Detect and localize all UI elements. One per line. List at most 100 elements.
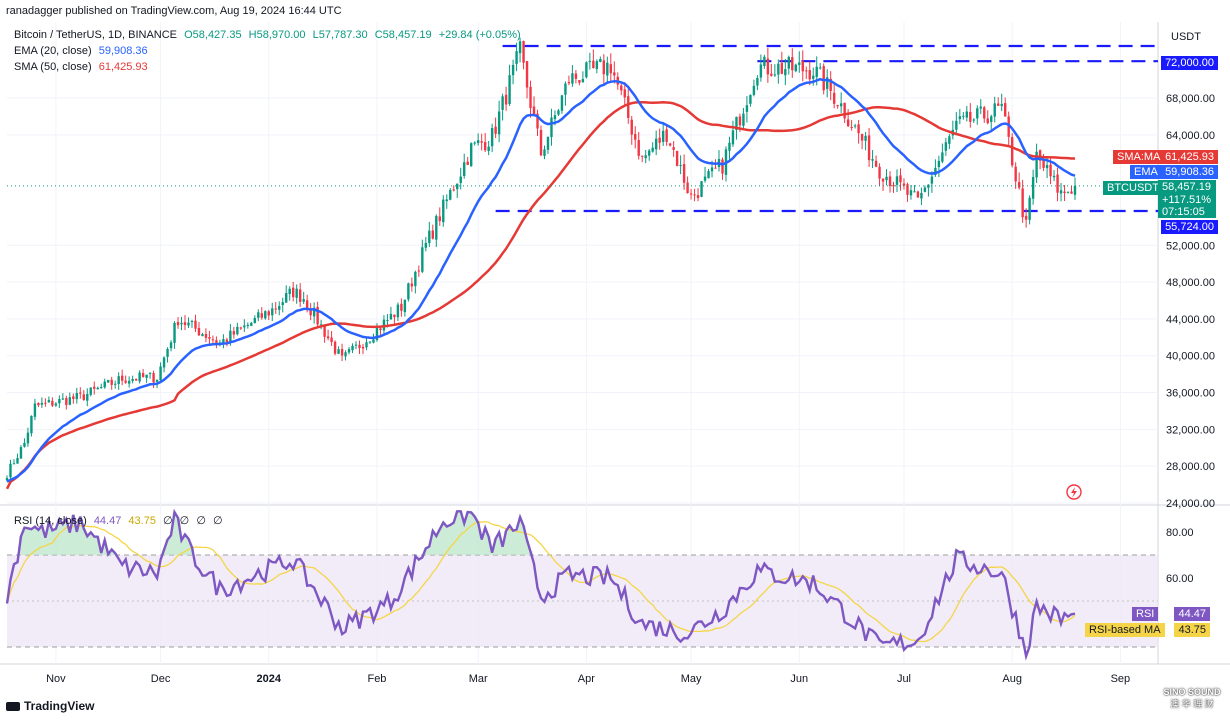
candle-body [487, 146, 490, 151]
candle-body [972, 119, 975, 121]
candle-body [463, 162, 466, 176]
candle-body [278, 306, 281, 310]
candle-body [829, 78, 832, 91]
candle-body [501, 96, 504, 110]
candle-body [65, 398, 68, 406]
candle-body [176, 322, 180, 326]
candle-body [173, 322, 176, 343]
candle-body [871, 159, 874, 161]
rsi-empty-marker: ∅ [179, 515, 190, 527]
candle-body [874, 160, 878, 167]
candle-body [54, 403, 58, 406]
lightning-icon [1066, 484, 1082, 500]
candle-body [253, 318, 257, 323]
legend-open: O58,427.35 [184, 29, 242, 41]
watermark-line-1: SINO SOUND [1163, 687, 1221, 697]
candle-body [745, 105, 749, 112]
candle-body [1042, 160, 1045, 168]
candle-body [1021, 188, 1024, 218]
candle-body [148, 372, 152, 374]
candle-body [291, 287, 295, 298]
candle-body [801, 61, 804, 72]
legend-sma-label: SMA (50, close) [14, 61, 92, 73]
rsi-empty-marker: ∅ [163, 515, 173, 527]
candle-body [107, 380, 110, 383]
candle-body [456, 183, 459, 190]
candle-body [756, 77, 759, 86]
candle-body [435, 215, 438, 240]
legend-ema-label: EMA (20, close) [14, 45, 92, 57]
candle-body [250, 322, 253, 326]
candle-body [37, 403, 40, 406]
candle-body [51, 400, 54, 406]
rsi-legend-value: 44.47 [93, 515, 122, 527]
candle-body [442, 199, 445, 223]
candle-body [127, 380, 131, 384]
candle-body [749, 94, 752, 104]
legend-close: C58,457.19 [374, 29, 432, 41]
candle-body [271, 308, 274, 316]
candle-body [257, 312, 260, 318]
candle-body [1003, 103, 1007, 117]
candle-body [585, 62, 588, 78]
candle-body [1049, 164, 1052, 177]
candle-body [187, 322, 190, 326]
time-axis-label: Sep [1111, 673, 1131, 685]
candle-body [113, 383, 117, 385]
candle-body [134, 379, 138, 381]
candle-body [564, 83, 567, 95]
candle-body [428, 230, 431, 244]
candle-body [539, 129, 543, 156]
candle-body [958, 116, 962, 120]
candle-body [438, 216, 441, 222]
candle-body [131, 379, 134, 381]
candle-body [1031, 177, 1035, 199]
candle-body [738, 116, 742, 126]
candle-body [400, 303, 403, 311]
candle-body [602, 60, 606, 75]
candle-body [445, 199, 448, 202]
candle-body [330, 337, 333, 343]
candle-body [194, 320, 197, 329]
candle-body [543, 149, 546, 156]
candle-body [93, 386, 96, 389]
candle-body [162, 357, 166, 368]
candle-body [864, 135, 867, 141]
change-percent: +117.51% [1162, 194, 1212, 206]
candle-body [79, 392, 82, 394]
candle-body [965, 111, 969, 118]
candle-body [169, 342, 173, 349]
candle-body [183, 322, 187, 326]
lightning-bolt-icon [1071, 487, 1077, 498]
candle-body [5, 477, 9, 481]
candle-body [497, 111, 501, 135]
candle-body [641, 155, 644, 157]
candle-body [407, 283, 410, 300]
time-axis-label: Aug [1002, 673, 1022, 685]
candle-body [654, 138, 658, 150]
price-axis-label: 68,000.00 [1166, 93, 1215, 105]
candle-body [40, 402, 44, 405]
candle-body [525, 61, 529, 88]
candle-body [222, 339, 225, 344]
candle-body [1063, 191, 1066, 193]
time-axis-label: May [681, 673, 702, 685]
candle-body [365, 342, 368, 348]
tradingview-brand[interactable]: TradingView [6, 699, 94, 713]
candle-body [305, 300, 309, 309]
candle-body [288, 288, 291, 295]
candle-body [721, 159, 724, 174]
candle-body [16, 458, 19, 464]
candle-body [937, 160, 941, 168]
candle-body [686, 182, 689, 194]
candle-body [344, 352, 347, 357]
candle-body [791, 57, 794, 71]
candle-body [1056, 174, 1059, 193]
candle-body [979, 106, 982, 109]
candle-body [578, 80, 581, 83]
candle-body [120, 375, 124, 381]
sma-tag-label: SMA:MA [1113, 150, 1165, 164]
candle-body [860, 134, 864, 141]
currency-label: USDT [1171, 31, 1201, 43]
